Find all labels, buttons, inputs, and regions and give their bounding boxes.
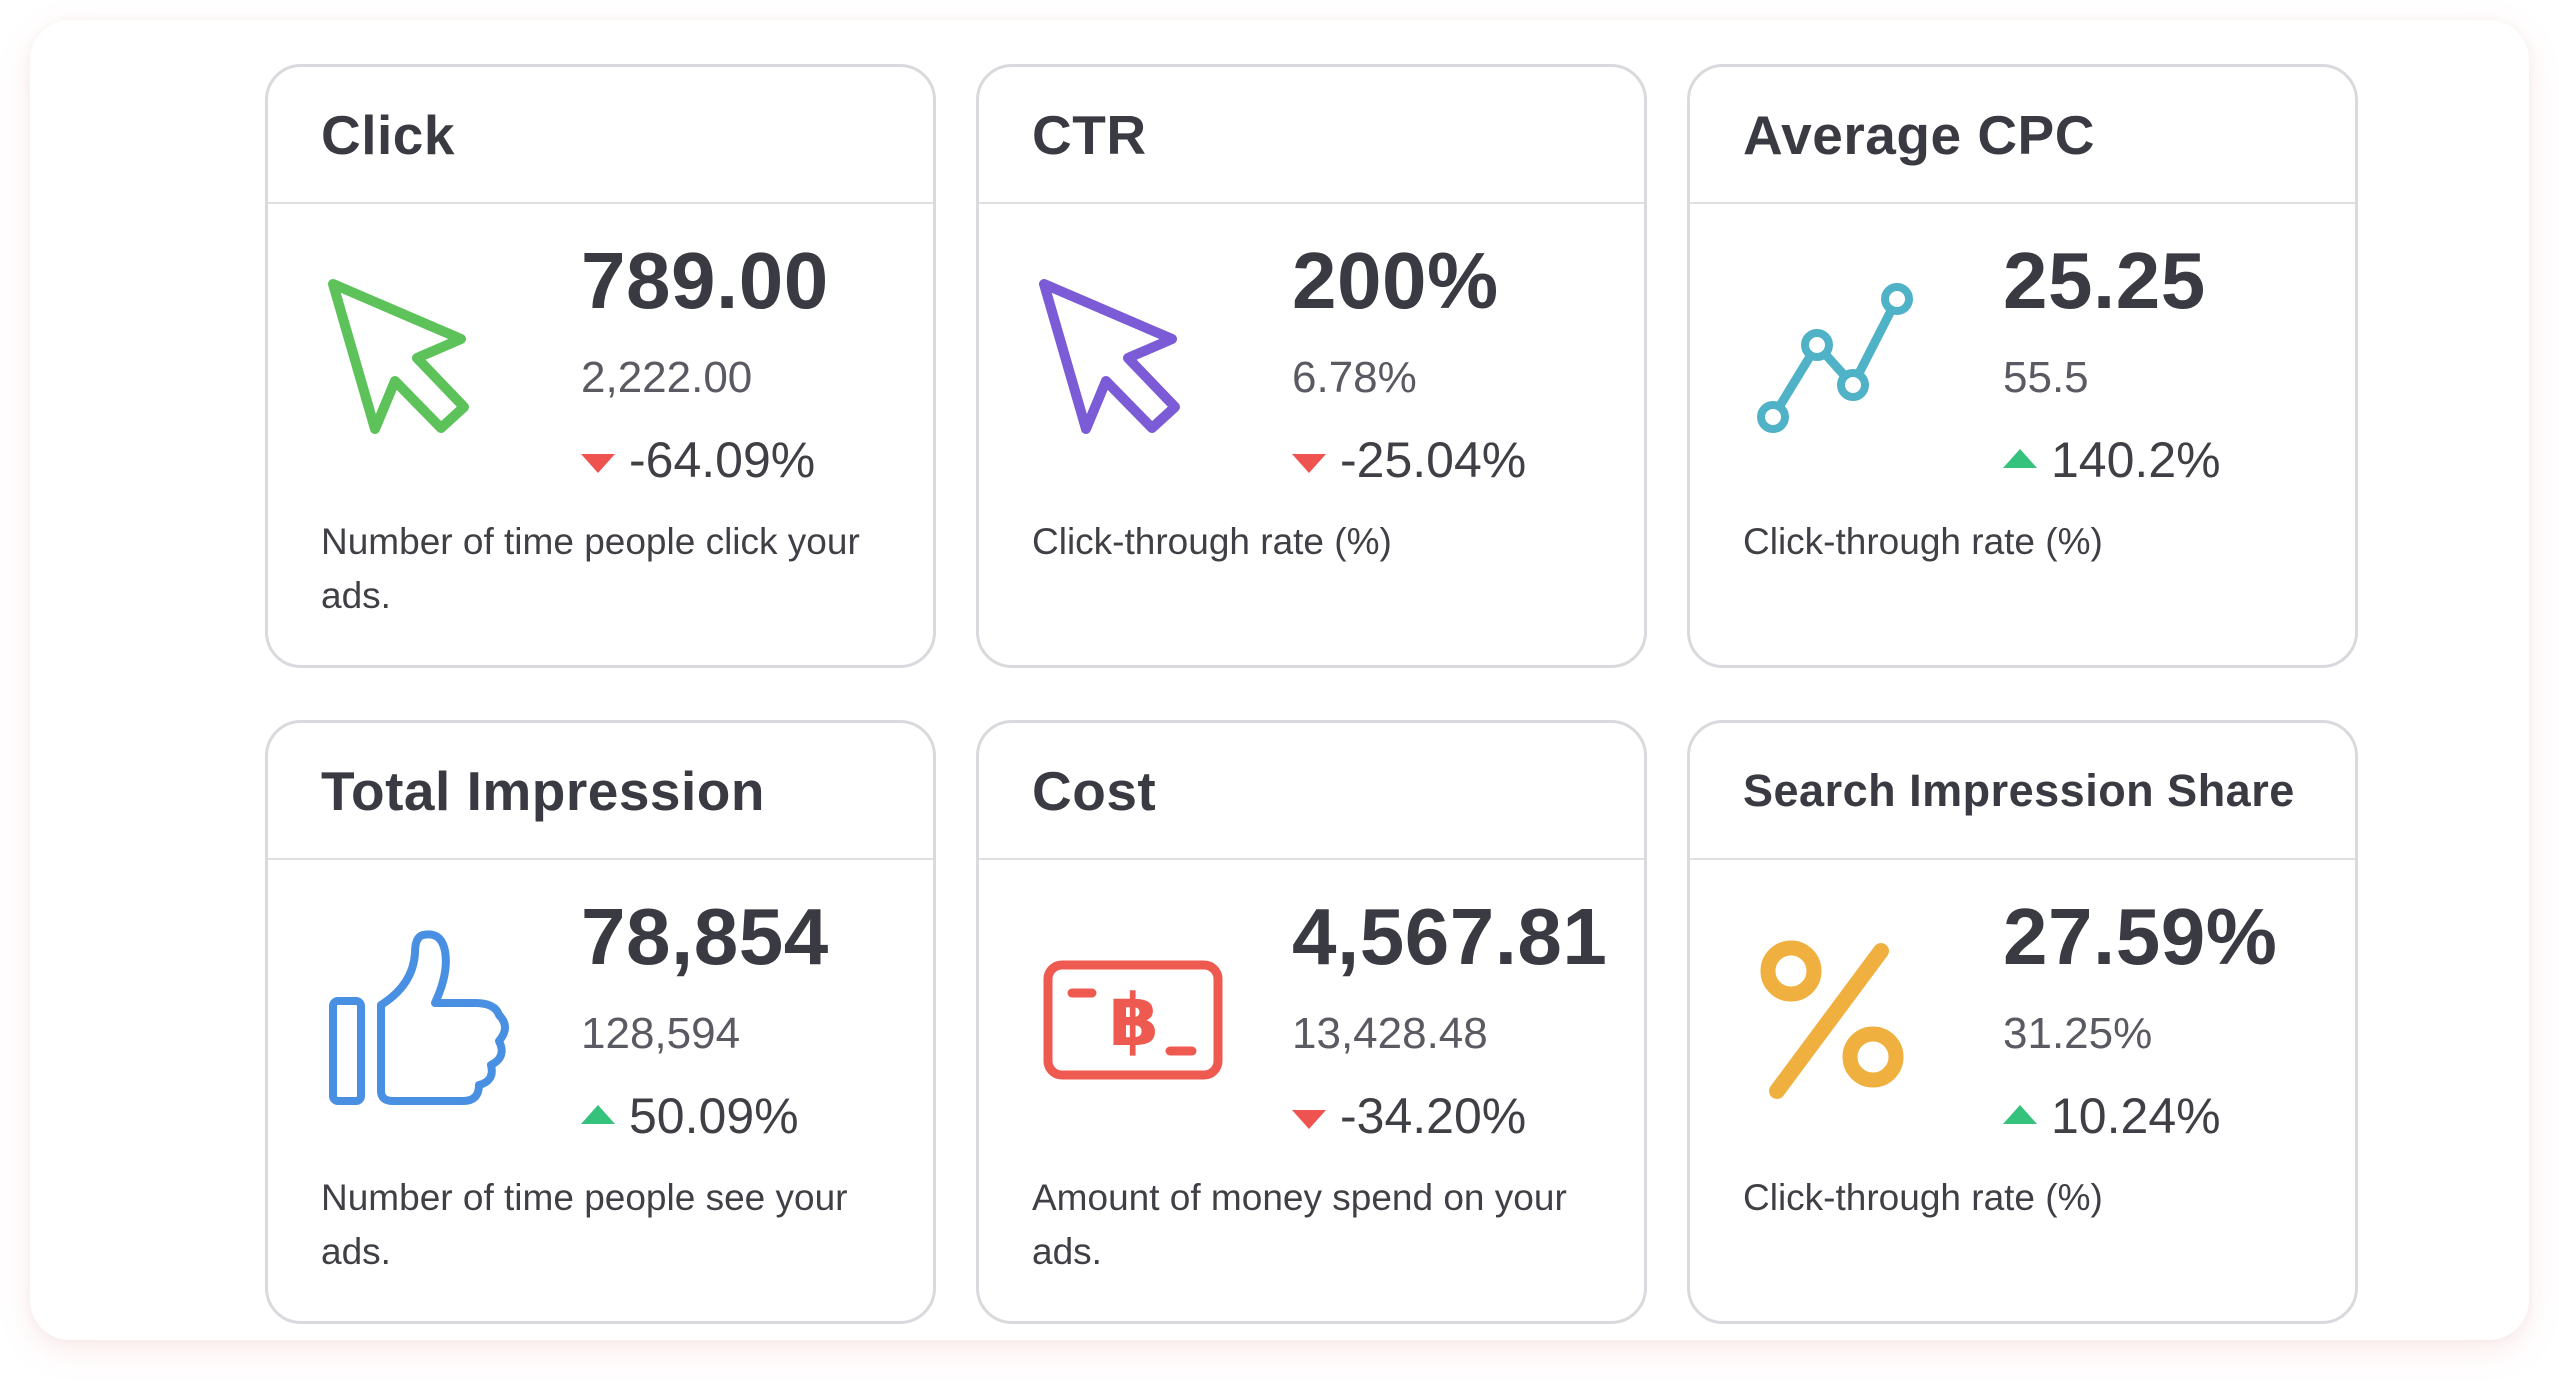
metric-card-total-impression[interactable]: Total Impression 78,854 128,594 50.09% N… bbox=[265, 720, 936, 1324]
cursor-arrow-icon bbox=[1034, 267, 1234, 467]
metric-value: 4,567.81 bbox=[1292, 892, 1608, 981]
metric-card-search-impression-share[interactable]: Search Impression Share 27.59% 31.25% 10… bbox=[1687, 720, 2358, 1324]
change-percent: -64.09% bbox=[629, 432, 816, 488]
trend-up-icon bbox=[2003, 448, 2037, 468]
card-header: CTR bbox=[979, 67, 1644, 204]
dashboard-panel: Click 789.00 2,222.00 -64.09% Number of … bbox=[30, 20, 2529, 1340]
cursor-arrow-icon bbox=[323, 267, 523, 467]
card-header: Click bbox=[268, 67, 933, 204]
compare-value: 31.25% bbox=[2003, 1009, 2153, 1058]
change-indicator: -25.04% bbox=[1292, 431, 1526, 489]
compare-value: 128,594 bbox=[581, 1009, 741, 1058]
card-header: Total Impression bbox=[268, 723, 933, 860]
metric-value: 27.59% bbox=[2003, 892, 2278, 981]
metric-card-average-cpc[interactable]: Average CPC 25.25 55.5 140.2% Click-thro… bbox=[1687, 64, 2358, 668]
card-header: Cost bbox=[979, 723, 1644, 860]
change-indicator: -64.09% bbox=[581, 431, 815, 489]
compare-value: 6.78% bbox=[1292, 353, 1417, 402]
card-title: Total Impression bbox=[321, 759, 765, 822]
change-indicator: 10.24% bbox=[2003, 1087, 2221, 1145]
metric-description: Number of time people see your ads. bbox=[321, 1177, 848, 1272]
change-percent: 50.09% bbox=[629, 1088, 799, 1144]
change-indicator: -34.20% bbox=[1292, 1087, 1526, 1145]
metric-description: Click-through rate (%) bbox=[1743, 521, 2103, 562]
card-header: Average CPC bbox=[1690, 67, 2355, 204]
compare-value: 13,428.48 bbox=[1292, 1009, 1488, 1058]
change-percent: 10.24% bbox=[2051, 1088, 2221, 1144]
metric-card-click[interactable]: Click 789.00 2,222.00 -64.09% Number of … bbox=[265, 64, 936, 668]
card-title: Search Impression Share bbox=[1743, 764, 2295, 816]
metric-description: Click-through rate (%) bbox=[1032, 521, 1392, 562]
metric-description: Amount of money spend on your ads. bbox=[1032, 1177, 1567, 1272]
svg-text:฿: ฿ bbox=[1109, 978, 1159, 1062]
compare-value: 55.5 bbox=[2003, 353, 2089, 402]
card-title: Cost bbox=[1032, 759, 1157, 822]
trend-down-icon bbox=[1292, 1109, 1326, 1129]
metric-value: 789.00 bbox=[581, 236, 829, 325]
metric-value: 200% bbox=[1292, 236, 1499, 325]
percent-icon bbox=[1745, 923, 1945, 1123]
card-title: Click bbox=[321, 103, 455, 166]
metric-grid: Click 789.00 2,222.00 -64.09% Number of … bbox=[265, 64, 2358, 1324]
card-title: Average CPC bbox=[1743, 103, 2095, 166]
change-percent: -25.04% bbox=[1340, 432, 1527, 488]
metric-value: 25.25 bbox=[2003, 236, 2206, 325]
metric-card-ctr[interactable]: CTR 200% 6.78% -25.04% Click-through rat… bbox=[976, 64, 1647, 668]
metric-description: Number of time people click your ads. bbox=[321, 521, 860, 616]
line-chart-icon bbox=[1745, 267, 1945, 467]
change-percent: -34.20% bbox=[1340, 1088, 1527, 1144]
metric-description: Click-through rate (%) bbox=[1743, 1177, 2103, 1218]
trend-down-icon bbox=[581, 453, 615, 473]
trend-up-icon bbox=[2003, 1104, 2037, 1124]
card-header: Search Impression Share bbox=[1690, 723, 2355, 860]
metric-value: 78,854 bbox=[581, 892, 829, 981]
change-percent: 140.2% bbox=[2051, 432, 2221, 488]
card-title: CTR bbox=[1032, 103, 1147, 166]
change-indicator: 50.09% bbox=[581, 1087, 799, 1145]
metric-card-cost[interactable]: Cost ฿ 4,567.81 13,428.48 -34.20% Amount… bbox=[976, 720, 1647, 1324]
compare-value: 2,222.00 bbox=[581, 353, 753, 402]
trend-down-icon bbox=[1292, 453, 1326, 473]
change-indicator: 140.2% bbox=[2003, 431, 2221, 489]
trend-up-icon bbox=[581, 1104, 615, 1124]
thumbs-up-icon bbox=[323, 923, 523, 1123]
bitcoin-card-icon: ฿ bbox=[1034, 923, 1234, 1123]
